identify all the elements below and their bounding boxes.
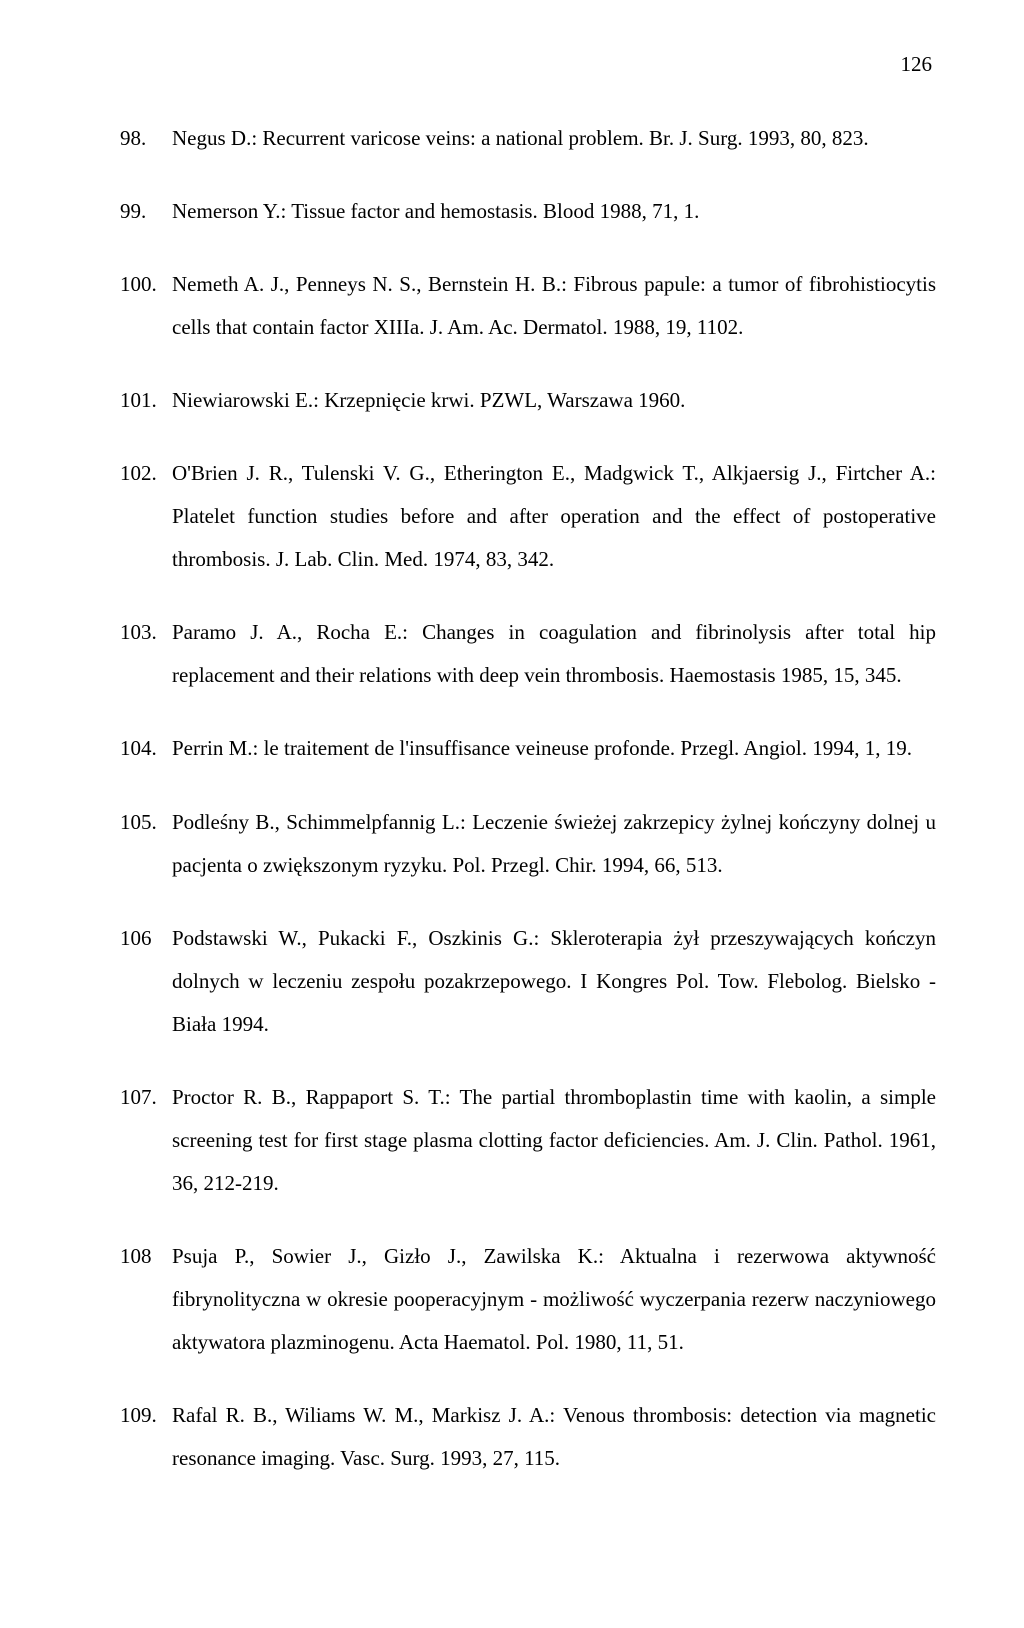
reference-number: 109. (120, 1394, 162, 1480)
reference-item: 102.O'Brien J. R., Tulenski V. G., Ether… (120, 452, 936, 581)
reference-text: Rafal R. B., Wiliams W. M., Markisz J. A… (172, 1394, 936, 1480)
page-number: 126 (120, 52, 936, 77)
reference-number: 106 (120, 917, 162, 1046)
reference-number: 101. (120, 379, 162, 422)
reference-item: 98.Negus D.: Recurrent varicose veins: a… (120, 117, 936, 160)
reference-text: Negus D.: Recurrent varicose veins: a na… (172, 117, 936, 160)
reference-number: 99. (120, 190, 162, 233)
reference-text: Proctor R. B., Rappaport S. T.: The part… (172, 1076, 936, 1205)
reference-number: 108 (120, 1235, 162, 1364)
reference-text: Paramo J. A., Rocha E.: Changes in coagu… (172, 611, 936, 697)
reference-item: 99.Nemerson Y.: Tissue factor and hemost… (120, 190, 936, 233)
reference-text: Podleśny B., Schimmelpfannig L.: Leczeni… (172, 801, 936, 887)
reference-item: 107.Proctor R. B., Rappaport S. T.: The … (120, 1076, 936, 1205)
reference-text: Psuja P., Sowier J., Gizło J., Zawilska … (172, 1235, 936, 1364)
reference-number: 107. (120, 1076, 162, 1205)
reference-number: 102. (120, 452, 162, 581)
reference-item: 109.Rafal R. B., Wiliams W. M., Markisz … (120, 1394, 936, 1480)
reference-number: 103. (120, 611, 162, 697)
reference-number: 98. (120, 117, 162, 160)
reference-item: 104.Perrin M.: le traitement de l'insuff… (120, 727, 936, 770)
reference-text: Nemeth A. J., Penneys N. S., Bernstein H… (172, 263, 936, 349)
reference-text: Perrin M.: le traitement de l'insuffisan… (172, 727, 936, 770)
reference-number: 100. (120, 263, 162, 349)
reference-item: 100.Nemeth A. J., Penneys N. S., Bernste… (120, 263, 936, 349)
reference-item: 103.Paramo J. A., Rocha E.: Changes in c… (120, 611, 936, 697)
reference-item: 105.Podleśny B., Schimmelpfannig L.: Lec… (120, 801, 936, 887)
reference-text: Podstawski W., Pukacki F., Oszkinis G.: … (172, 917, 936, 1046)
reference-text: Niewiarowski E.: Krzepnięcie krwi. PZWL,… (172, 379, 936, 422)
reference-number: 104. (120, 727, 162, 770)
reference-item: 108Psuja P., Sowier J., Gizło J., Zawils… (120, 1235, 936, 1364)
reference-item: 101.Niewiarowski E.: Krzepnięcie krwi. P… (120, 379, 936, 422)
reference-number: 105. (120, 801, 162, 887)
references-list: 98.Negus D.: Recurrent varicose veins: a… (120, 117, 936, 1480)
reference-item: 106Podstawski W., Pukacki F., Oszkinis G… (120, 917, 936, 1046)
reference-text: O'Brien J. R., Tulenski V. G., Etheringt… (172, 452, 936, 581)
reference-text: Nemerson Y.: Tissue factor and hemostasi… (172, 190, 936, 233)
